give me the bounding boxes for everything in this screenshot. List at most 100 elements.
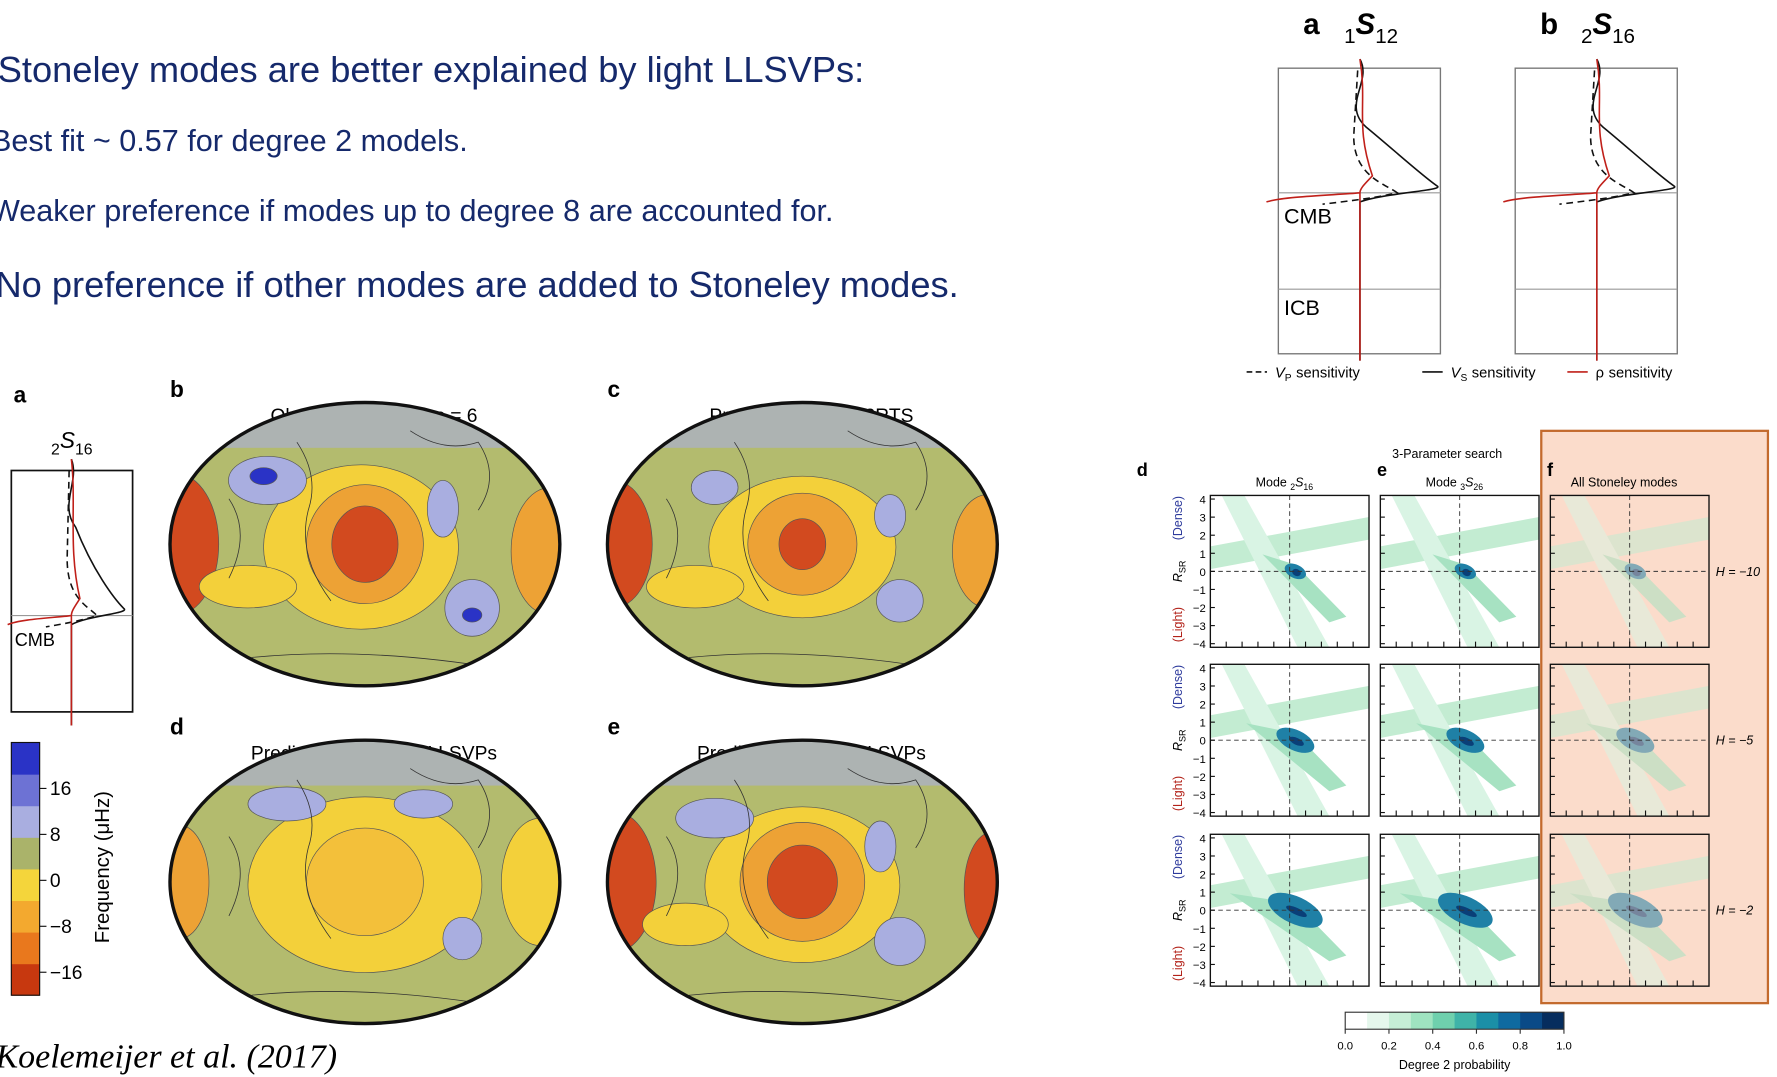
y-tick-label: −4 — [1193, 639, 1206, 651]
y-axis-label: RSR — [1171, 729, 1187, 751]
probability-peak — [1286, 905, 1307, 918]
map-region — [306, 827, 424, 937]
light-label: (Light) — [1171, 776, 1185, 811]
map — [607, 740, 998, 1024]
legend-text: sensitivity — [1472, 366, 1536, 382]
y-axis-label: RSR — [1171, 899, 1187, 921]
map — [607, 402, 998, 686]
y-tick-label: −3 — [1193, 621, 1206, 633]
map-region — [607, 480, 653, 609]
mode-degree: 16 — [1612, 25, 1635, 48]
colorbar-tick-label: 1.0 — [1556, 1041, 1572, 1053]
y-axis-label: RSR — [1171, 560, 1187, 582]
colorbar-tick-label: −16 — [50, 963, 83, 984]
colorbar-tick-label: 8 — [50, 825, 61, 846]
y-tick-label: 4 — [1200, 833, 1206, 845]
colorbar-tick-label: 0.2 — [1381, 1041, 1397, 1053]
search-title: 3-Parameter search — [1392, 447, 1502, 461]
probability-peak — [1626, 905, 1647, 918]
mode-title: 1S12 — [1344, 8, 1398, 48]
coastline — [666, 430, 939, 670]
y-tick-label: −1 — [1193, 924, 1206, 936]
y-tick-label: 4 — [1200, 495, 1206, 507]
colorbar-swatch — [1410, 1012, 1434, 1030]
colorbar-swatch — [1542, 1012, 1565, 1030]
mode-letter: S — [1592, 8, 1612, 41]
probability-peak — [1459, 736, 1474, 746]
column-title: All Stoneley modes — [1571, 475, 1678, 489]
map-region — [876, 579, 924, 623]
map-region — [462, 607, 483, 623]
map-region — [510, 487, 560, 616]
panel-label: a — [14, 382, 27, 408]
colorbar-tick-label: 0.8 — [1512, 1041, 1528, 1053]
y-tick-label: −2 — [1193, 603, 1206, 615]
colorbar-tick-label: 0 — [50, 871, 61, 892]
mode-index: 3 — [1460, 482, 1465, 492]
colorbar-label: Degree 2 probability — [1399, 1058, 1511, 1072]
colorbar-frame — [10, 741, 41, 996]
map-region — [690, 470, 739, 505]
row-label: H = −10 — [1716, 565, 1760, 579]
map-region — [247, 786, 327, 822]
mode-degree: 16 — [75, 442, 93, 459]
bullet-text: Best fit ~ 0.57 for degree 2 models. — [0, 124, 468, 158]
y-tick-label: 0 — [1200, 567, 1206, 579]
legend-symbol: V — [1275, 366, 1286, 382]
panel-label: b — [170, 376, 184, 402]
legend-sub: S — [1460, 373, 1467, 384]
colorbar-swatch — [1520, 1012, 1543, 1030]
legend-sub: P — [1285, 373, 1292, 384]
map-outline — [168, 400, 562, 688]
y-axis-sub: SR — [1177, 729, 1187, 742]
dense-label: (Dense) — [1171, 496, 1185, 540]
rho-curve — [1503, 58, 1611, 361]
probability-peak — [1292, 568, 1301, 577]
map-region — [331, 505, 399, 583]
mode-degree: 26 — [1473, 482, 1483, 492]
colorbar-tick-label: 0.6 — [1469, 1041, 1485, 1053]
probability-band — [1246, 723, 1347, 792]
probability-band — [1550, 516, 1710, 570]
y-tick-label: −2 — [1193, 772, 1206, 784]
map-region — [874, 494, 907, 538]
y-tick-label: 2 — [1200, 700, 1206, 712]
mode-degree: 16 — [1303, 482, 1313, 492]
y-tick-label: 2 — [1200, 531, 1206, 543]
map-region — [642, 902, 729, 946]
y-tick-label: −4 — [1193, 808, 1206, 820]
map-region — [675, 797, 754, 839]
mode-letter: S — [1356, 8, 1376, 41]
colorbar-tick-label: 0.0 — [1337, 1041, 1353, 1053]
legend-symbol: ρ — [1596, 366, 1604, 382]
map-region — [766, 844, 838, 920]
y-axis-symbol: R — [1171, 573, 1185, 582]
light-label: (Light) — [1171, 607, 1185, 642]
mode: 2S16 — [1290, 475, 1313, 492]
colorbar-tick-label: −8 — [50, 917, 72, 938]
mode-index: 2 — [51, 442, 60, 459]
mode-index: 2 — [1290, 482, 1295, 492]
colorbar-swatch — [11, 932, 40, 965]
probability-peak — [1456, 905, 1477, 918]
citation: Koelemeijer et al. (2017) — [0, 1039, 337, 1076]
vp-curve — [1322, 70, 1400, 205]
light-label: (Light) — [1171, 946, 1185, 981]
panel-label: f — [1547, 460, 1554, 480]
map-region — [442, 916, 483, 961]
boundary-label: ICB — [1284, 296, 1320, 320]
map — [169, 402, 560, 686]
y-axis-symbol: R — [1171, 912, 1185, 921]
colorbar-swatch — [1476, 1012, 1499, 1030]
y-tick-label: −1 — [1193, 754, 1206, 766]
colorbar-swatch — [1388, 1012, 1412, 1030]
probability-peak — [1462, 568, 1471, 577]
mode: 3S26 — [1460, 475, 1483, 492]
probability-band — [1586, 723, 1687, 792]
colorbar-swatch — [1432, 1012, 1456, 1030]
coastline — [228, 768, 501, 1007]
row-label: H = −2 — [1716, 904, 1753, 918]
map — [169, 740, 560, 1024]
y-tick-label: 3 — [1200, 682, 1206, 694]
